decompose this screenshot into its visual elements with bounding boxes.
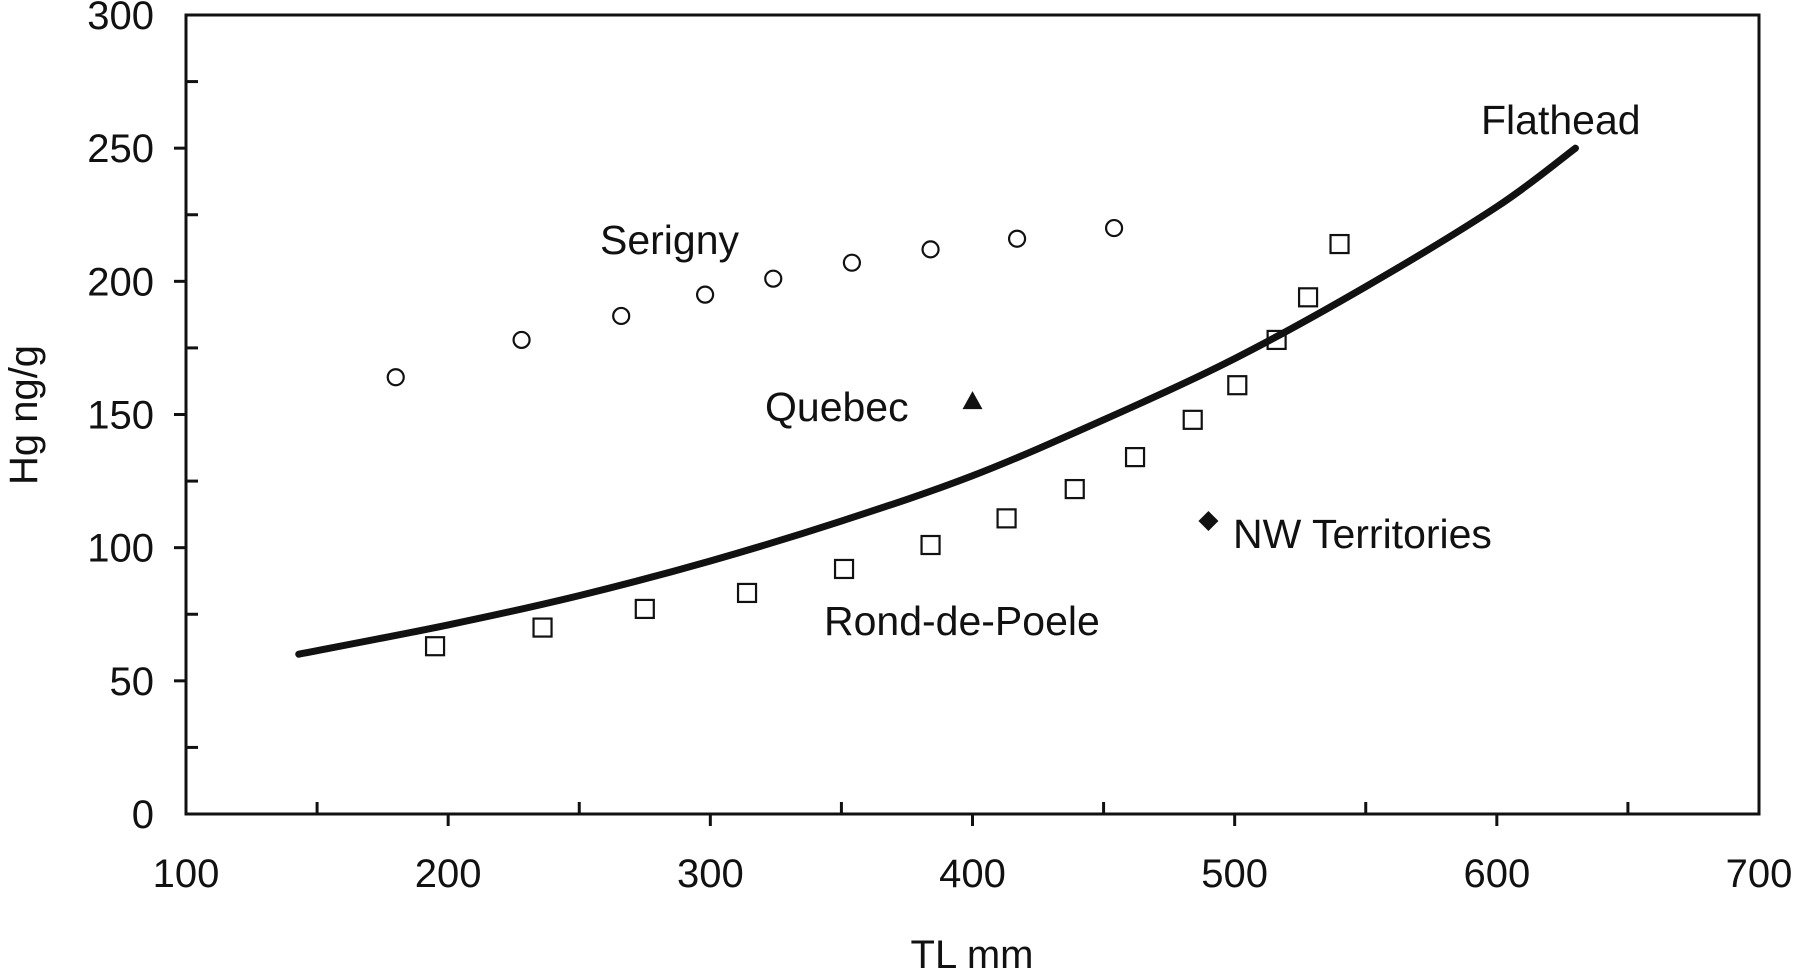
series-label-quebec: Quebec [765, 384, 909, 430]
data-point [833, 558, 855, 580]
data-point [1227, 375, 1248, 396]
series-flathead [295, 144, 1579, 658]
y-tick-label: 100 [87, 527, 154, 571]
x-tick-label: 400 [939, 852, 1006, 896]
y-tick-label: 150 [87, 394, 154, 438]
data-point [695, 285, 715, 304]
x-tick-label: 200 [415, 852, 482, 896]
series-labels: Serigny Rond-de-Poele Quebec NW Territories… [600, 97, 1641, 644]
series-rond-de-poele [424, 233, 1350, 657]
data-point [1124, 447, 1146, 468]
y-tick-label: 0 [132, 793, 154, 837]
series-serigny [386, 218, 1124, 387]
series-layer [295, 144, 1579, 658]
x-tick-label: 100 [153, 852, 220, 896]
data-point [921, 240, 940, 259]
data-point [996, 508, 1017, 529]
data-point [1064, 478, 1085, 500]
data-point [764, 269, 783, 288]
x-tick-label: 300 [677, 852, 744, 896]
series-quebec [962, 391, 983, 410]
series-nw-territories [1198, 511, 1219, 532]
data-point [962, 391, 983, 410]
x-axis-title: TL mm [911, 933, 1034, 977]
tick-labels: 100 200 300 400 500 600 700 0 50 100 150 200 250 300 [87, 0, 1792, 896]
y-tick-label: 200 [87, 260, 154, 304]
data-point [1007, 229, 1027, 248]
data-point [612, 306, 631, 326]
series-label-serigny: Serigny [600, 217, 740, 263]
data-point [1104, 218, 1124, 238]
data-point [424, 636, 446, 657]
data-point [386, 368, 405, 387]
data-point [512, 330, 531, 350]
data-point [842, 253, 862, 272]
x-tick-label: 600 [1463, 852, 1530, 896]
y-tick-label: 250 [87, 127, 154, 171]
data-point [1297, 287, 1319, 308]
data-point [634, 598, 655, 620]
data-point [1182, 409, 1203, 430]
y-tick-label: 50 [110, 660, 155, 704]
data-point [1198, 511, 1219, 532]
series-label-nw-territories: NW Territories [1233, 511, 1492, 557]
data-point [1329, 233, 1350, 255]
series-label-flathead: Flathead [1481, 97, 1641, 143]
ticks [174, 80, 1630, 826]
data-point [920, 534, 941, 556]
y-axis-title: Hg ng/g [2, 345, 46, 485]
data-point [532, 617, 553, 638]
x-tick-label: 700 [1726, 852, 1793, 896]
x-tick-label: 500 [1201, 852, 1268, 896]
series-label-rond-de-poele: Rond-de-Poele [824, 598, 1100, 644]
data-point [736, 582, 758, 604]
y-tick-label: 300 [87, 0, 154, 38]
flathead-curve [295, 144, 1579, 658]
